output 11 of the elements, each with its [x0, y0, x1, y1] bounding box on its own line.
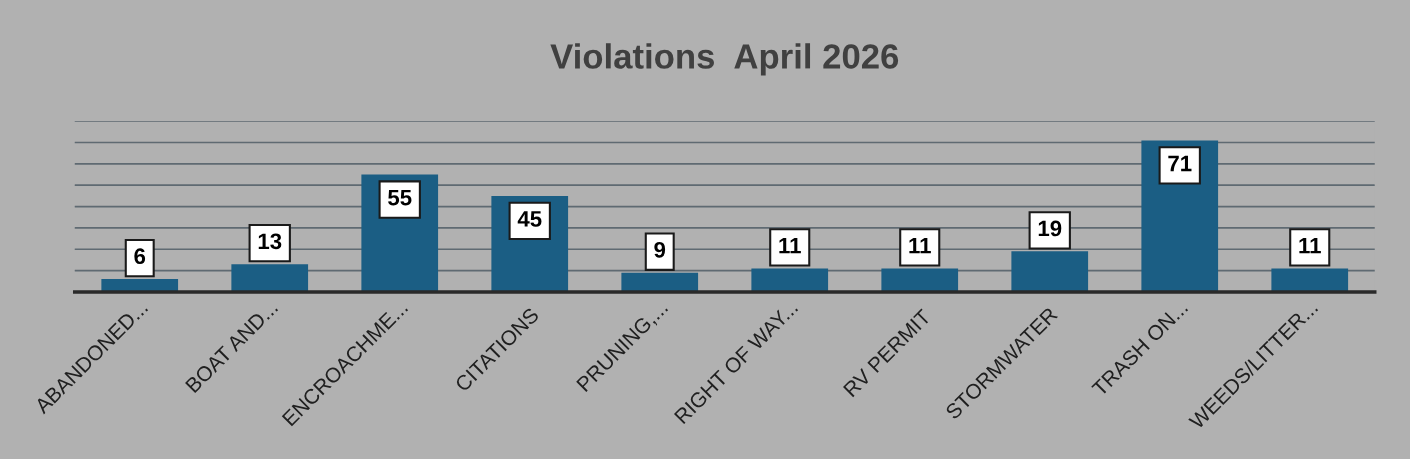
data-label: 6 — [134, 248, 146, 265]
data-label: 11 — [779, 237, 801, 254]
data-label: 19 — [1038, 220, 1062, 237]
data-label: 45 — [517, 211, 542, 227]
data-label: 71 — [1168, 155, 1192, 172]
data-label: 9 — [654, 241, 666, 258]
data-label: 55 — [388, 189, 412, 206]
data-label: 11 — [1299, 237, 1321, 254]
data-label: 11 — [909, 237, 931, 254]
chart-title: Violations April 2026 — [550, 43, 899, 76]
data-label: 13 — [258, 233, 282, 250]
